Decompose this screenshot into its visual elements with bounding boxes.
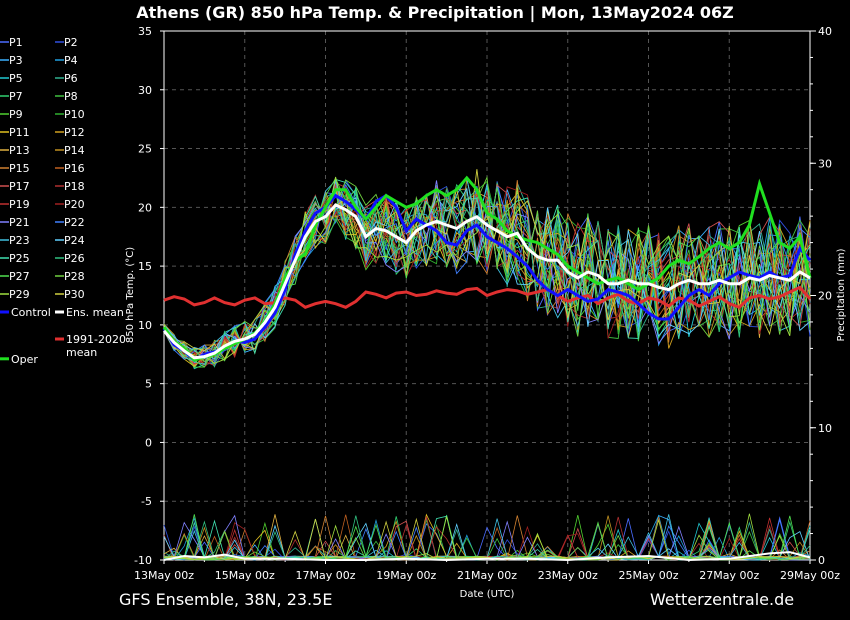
- legend-label: P9: [9, 108, 23, 121]
- series-line: [163, 285, 812, 310]
- series-line: [162, 175, 812, 362]
- legend-label: P12: [64, 126, 85, 139]
- y2-axis-label: Precipitation (mm): [836, 248, 847, 341]
- series-line: [162, 203, 811, 360]
- legend-label: P25: [9, 252, 30, 265]
- legend-label: P28: [64, 270, 85, 283]
- legend-label: P14: [64, 144, 85, 157]
- y-tick-label: 10: [138, 319, 152, 332]
- y-tick-label: -10: [134, 554, 152, 567]
- precipitation-series: [163, 513, 811, 562]
- legend-label: Control: [11, 306, 51, 319]
- series-line: [162, 193, 812, 363]
- legend-label: P20: [64, 198, 85, 211]
- member-line: [163, 196, 811, 361]
- legend: P1 P2 P3 P4 P5 P6 P7 P8 P9 P10 P11 P12 P13 P14 P15 P16 P…: [0, 36, 126, 366]
- legend-label: P7: [9, 90, 23, 103]
- member-line: [163, 189, 811, 368]
- y2-tick-label: 40: [818, 25, 832, 38]
- x-axis-label: Date (UTC): [460, 589, 515, 600]
- legend-label: P21: [9, 216, 30, 229]
- legend-label: P4: [64, 54, 78, 67]
- legend-label: P22: [64, 216, 85, 229]
- legend-label: P29: [9, 288, 30, 301]
- x-tick-label: 27May 00z: [699, 569, 759, 582]
- y-axis-label: 850 hPa Temp. (°C): [125, 247, 136, 343]
- legend-label: P17: [9, 180, 30, 193]
- x-axis: 13May 00z 15May 00z 17May 00z 19May 00z 21Ma…: [134, 560, 840, 582]
- y-tick-label: 15: [138, 260, 152, 273]
- legend-label: P10: [64, 108, 85, 121]
- legend-label: P8: [64, 90, 78, 103]
- y2-tick-label: 10: [818, 422, 832, 435]
- legend-label: P23: [9, 234, 30, 247]
- legend-label: P3: [9, 54, 23, 67]
- legend-label: P5: [9, 72, 23, 85]
- y2-tick-label: 0: [818, 554, 825, 567]
- legend-label: P18: [64, 180, 85, 193]
- x-tick-label: 25May 00z: [618, 569, 678, 582]
- y-tick-label: 20: [138, 201, 152, 214]
- y-tick-label: 25: [138, 143, 152, 156]
- x-tick-label: 23May 00z: [538, 569, 598, 582]
- legend-label: P11: [9, 126, 30, 139]
- member-line: [163, 187, 811, 360]
- legend-label: P15: [9, 162, 30, 175]
- y-tick-label: 0: [145, 436, 152, 449]
- footer-source: GFS Ensemble, 38N, 23.5E: [119, 590, 333, 609]
- legend-label: P13: [9, 144, 30, 157]
- x-tick-label: 15May 00z: [215, 569, 275, 582]
- legend-label: P30: [64, 288, 85, 301]
- y2-tick-label: 20: [818, 290, 832, 303]
- legend-label: P26: [64, 252, 85, 265]
- x-tick-label: 29May 00z: [780, 569, 840, 582]
- legend-label: P24: [64, 234, 85, 247]
- main-series: [162, 175, 812, 363]
- footer-site: Wetterzentrale.de: [650, 590, 795, 609]
- x-tick-label: 19May 00z: [376, 569, 436, 582]
- legend-label: P19: [9, 198, 30, 211]
- y-tick-label: 30: [138, 84, 152, 97]
- chart-title: Athens (GR) 850 hPa Temp. & Precipitatio…: [136, 3, 734, 23]
- legend-label: P6: [64, 72, 78, 85]
- x-tick-label: 13May 00z: [134, 569, 194, 582]
- y-tick-label: 5: [145, 378, 152, 391]
- legend-label: Oper: [11, 353, 38, 366]
- legend-label: P2: [64, 36, 78, 49]
- legend-label: Ens. mean: [66, 306, 124, 319]
- y2-axis: 0 10 20 30 40: [810, 25, 832, 567]
- precip-line: [163, 551, 811, 562]
- legend-label: P1: [9, 36, 23, 49]
- y2-tick-label: 30: [818, 157, 832, 170]
- x-tick-label: 17May 00z: [295, 569, 355, 582]
- member-line: [163, 177, 810, 365]
- x-tick-label: 21May 00z: [457, 569, 517, 582]
- y-tick-label: -5: [141, 495, 152, 508]
- legend-label: 1991-2020 mean: [66, 333, 126, 359]
- y-axis: -10 -5 0 5 10 15 20 25 30 35: [134, 25, 164, 567]
- legend-label: P16: [64, 162, 85, 175]
- y-tick-label: 35: [138, 25, 152, 38]
- legend-label: P27: [9, 270, 30, 283]
